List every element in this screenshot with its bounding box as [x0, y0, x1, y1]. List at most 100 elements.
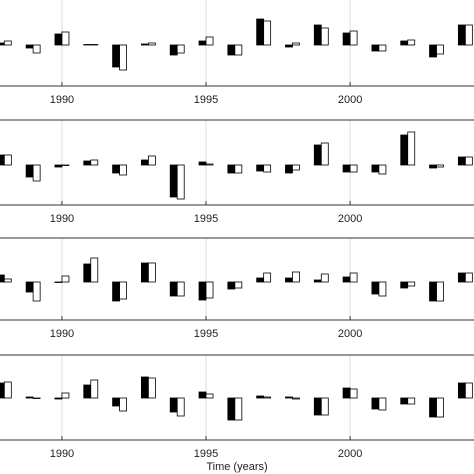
bar: [0, 42, 5, 46]
bar: [32, 164, 41, 182]
bar: [61, 275, 70, 283]
bar: [313, 397, 322, 416]
bar: [227, 164, 236, 174]
bar: [320, 142, 329, 166]
bar: [407, 281, 416, 287]
bar: [25, 281, 34, 293]
bar: [176, 281, 185, 297]
bar: [54, 281, 63, 283]
bar: [147, 155, 156, 166]
bar: [457, 156, 466, 166]
bar: [90, 159, 99, 166]
bar: [234, 281, 243, 289]
bar: [371, 164, 380, 173]
bar: [349, 30, 358, 46]
bar: [263, 164, 272, 173]
bar: [54, 164, 63, 168]
bar: [464, 24, 473, 46]
bar: [256, 395, 265, 399]
bar: [292, 397, 300, 400]
bar: [400, 281, 409, 289]
bar: [378, 397, 387, 411]
bar: [176, 164, 185, 200]
bar: [198, 281, 207, 301]
bar: [256, 164, 265, 172]
bar: [205, 281, 214, 299]
bar: [0, 382, 5, 399]
bar: [429, 164, 437, 169]
bar: [378, 44, 387, 52]
bar: [227, 397, 236, 421]
bar: [313, 24, 322, 46]
x-tick-label: 1990: [50, 94, 74, 106]
x-tick-label: 1995: [194, 448, 218, 460]
bar: [349, 388, 358, 399]
bar: [320, 273, 329, 283]
bar: [349, 272, 358, 283]
bar: [429, 281, 437, 302]
x-tick-label: 1995: [194, 328, 218, 340]
x-tick-label: 1990: [50, 448, 74, 460]
bar: [371, 44, 380, 52]
bar: [429, 44, 437, 58]
x-axis-label: Time (years): [206, 461, 267, 473]
bar: [3, 40, 12, 46]
bar: [32, 44, 41, 54]
bar: [169, 164, 178, 198]
x-tick-label: 1990: [50, 213, 74, 225]
bar: [140, 262, 149, 283]
bar: [407, 131, 416, 166]
bar: [407, 397, 416, 405]
bar: [169, 281, 178, 297]
bar: [119, 281, 127, 300]
bar: [205, 163, 214, 166]
bar: [378, 164, 387, 175]
bar: [119, 397, 127, 412]
bar: [457, 272, 466, 283]
bar: [147, 262, 156, 283]
bar: [147, 377, 156, 399]
bar: [169, 397, 178, 413]
bar: [400, 397, 409, 405]
bar: [313, 279, 322, 283]
bar: [227, 281, 236, 290]
bar: [112, 397, 120, 407]
bar: [371, 397, 380, 410]
x-tick-label: 2000: [338, 213, 362, 225]
bar: [292, 164, 300, 171]
bar: [263, 20, 272, 46]
x-tick-label: 2000: [338, 328, 362, 340]
bar: [400, 134, 409, 166]
bar: [256, 277, 265, 283]
bar: [320, 397, 329, 416]
bar: [457, 24, 466, 46]
bar: [119, 44, 127, 71]
bar: [112, 44, 120, 68]
bar: [32, 397, 41, 399]
bar: [342, 387, 351, 399]
bar: [263, 272, 272, 283]
x-tick-label: 1990: [50, 328, 74, 340]
bar: [292, 42, 300, 46]
bar: [169, 44, 178, 56]
bar: [61, 31, 70, 46]
bar: [3, 278, 12, 283]
bar: [234, 44, 243, 56]
bar: [198, 40, 207, 46]
bar: [342, 32, 351, 46]
bar: [25, 44, 34, 49]
bar: [285, 277, 293, 283]
bar: [0, 154, 5, 166]
bar: [464, 382, 473, 399]
bar: [464, 156, 473, 166]
bar: [176, 397, 185, 417]
bar: [112, 164, 120, 174]
bar: [119, 164, 127, 176]
bar: [140, 43, 149, 46]
bar: [32, 281, 41, 302]
bar: [234, 397, 243, 421]
bar: [3, 154, 12, 166]
bar: [227, 44, 236, 56]
bar: [83, 263, 92, 283]
bar: [83, 44, 92, 46]
